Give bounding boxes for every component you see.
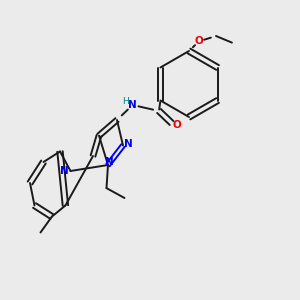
Text: H: H [122, 97, 128, 106]
Text: N: N [105, 157, 114, 167]
Text: N: N [128, 100, 137, 110]
Text: N: N [124, 139, 133, 149]
Text: O: O [194, 36, 203, 46]
Text: N: N [60, 166, 69, 176]
Text: O: O [172, 119, 181, 130]
